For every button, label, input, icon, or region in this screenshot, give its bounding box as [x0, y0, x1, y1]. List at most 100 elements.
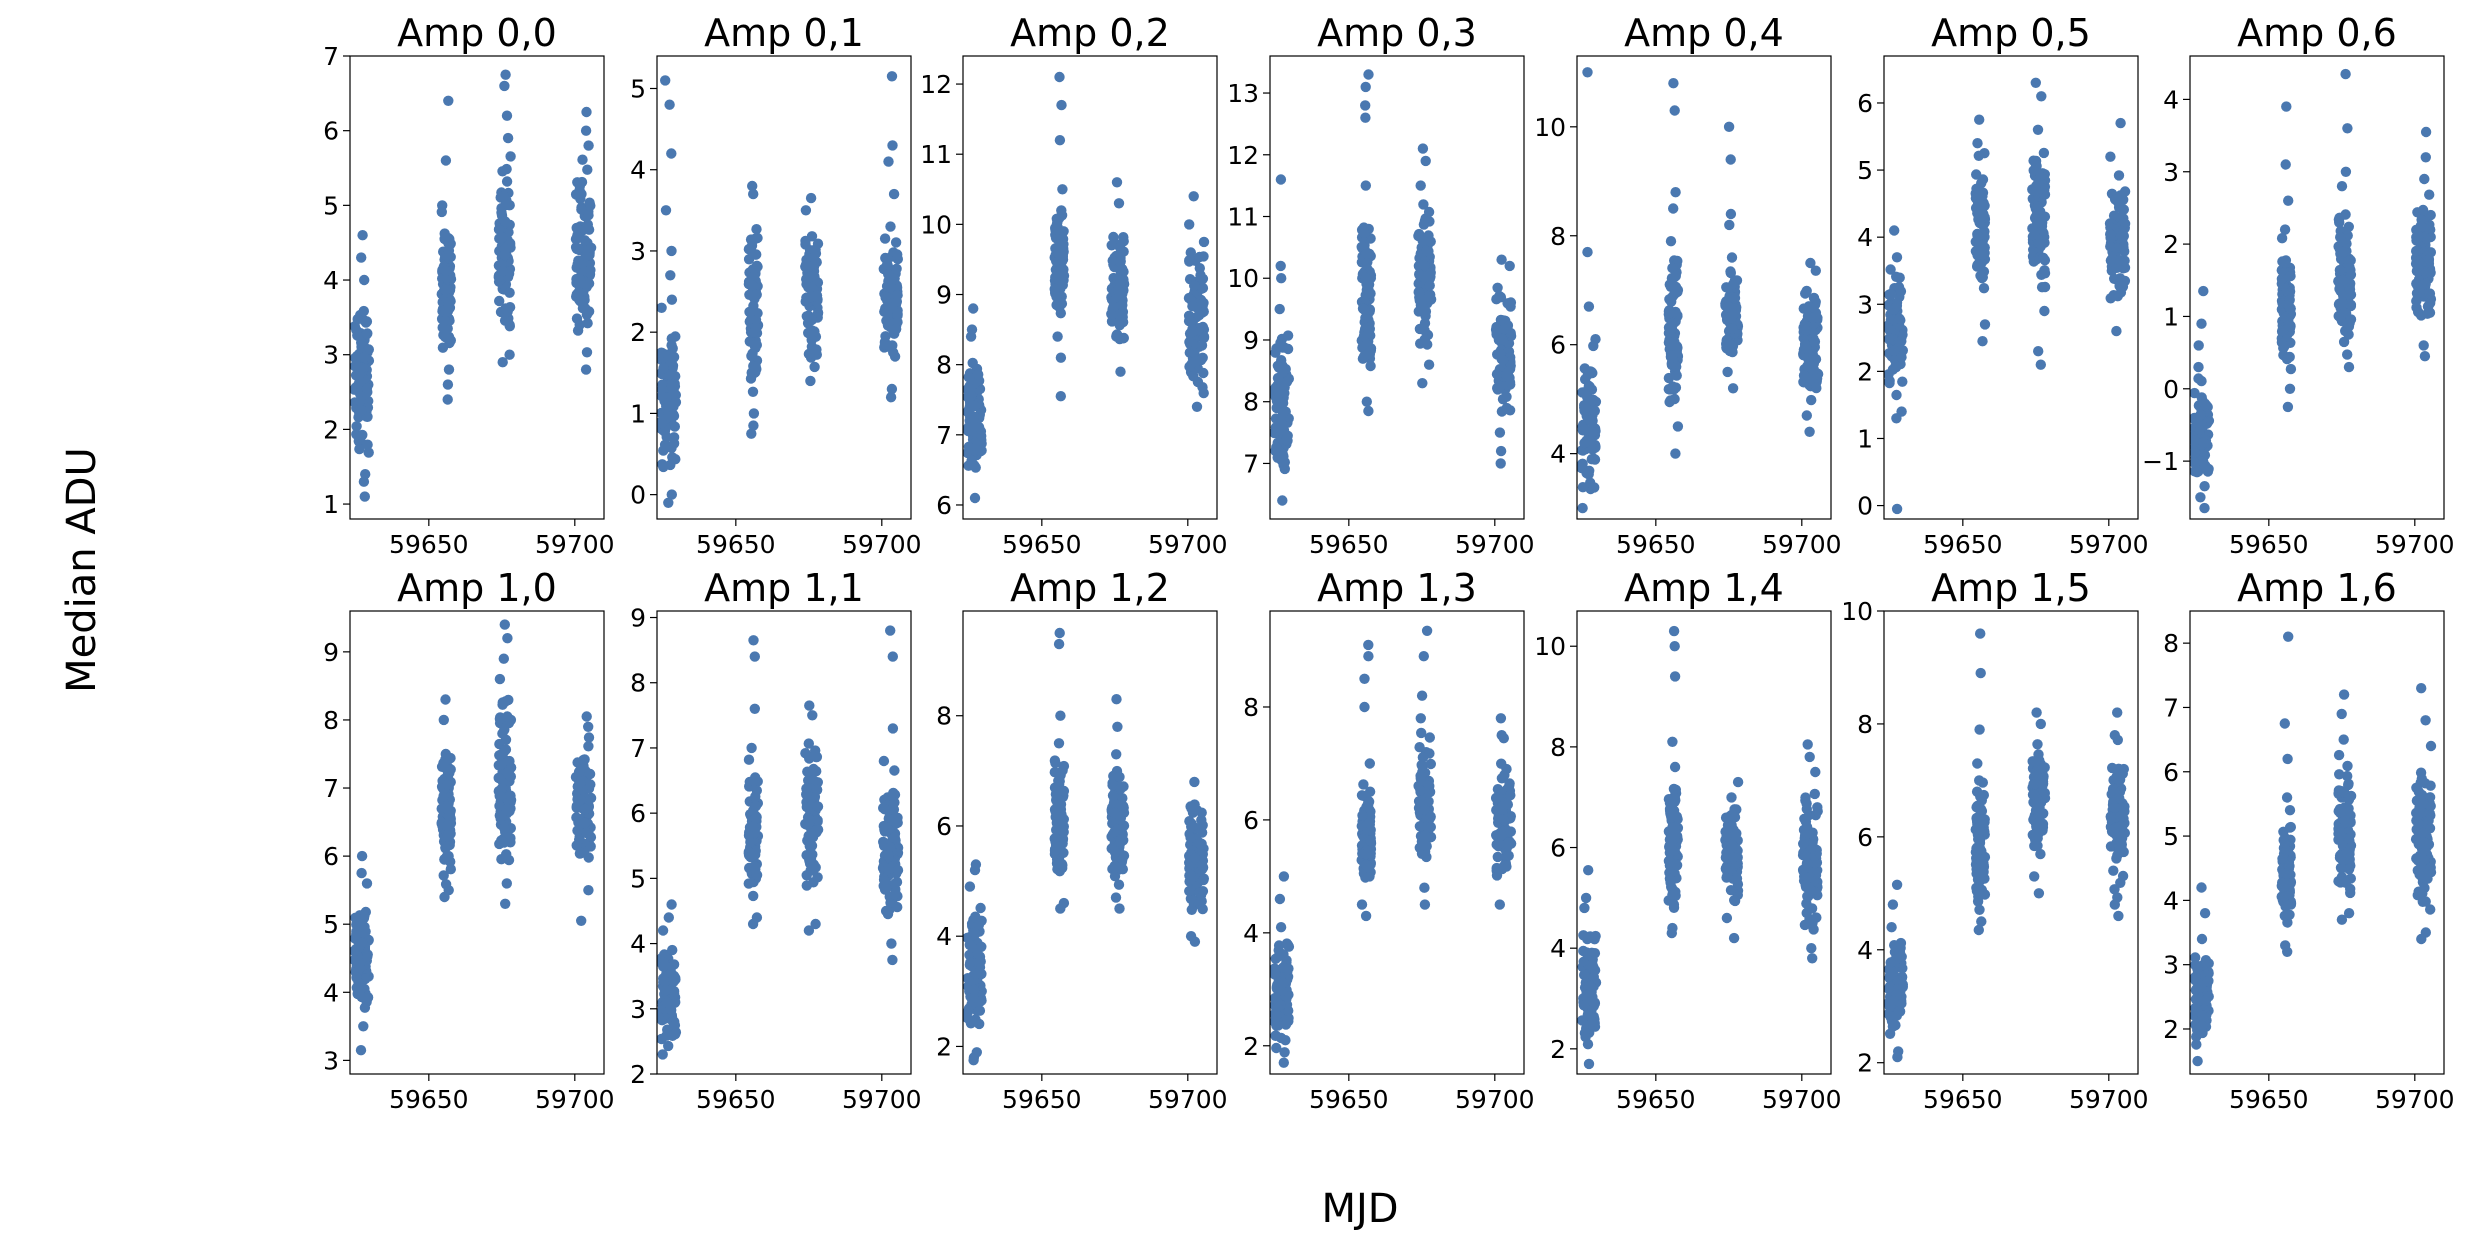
data-point: [1505, 826, 1517, 837]
data-point: [1115, 366, 1126, 377]
data-point: [1058, 270, 1070, 281]
data-point: [1976, 178, 1987, 189]
y-tick-label: 2: [936, 1032, 952, 1061]
data-point: [670, 1029, 681, 1040]
data-point: [1415, 785, 1426, 796]
data-point: [1492, 282, 1503, 293]
data-point: [1419, 882, 1430, 893]
data-point: [440, 843, 451, 854]
data-point: [658, 961, 669, 972]
data-point: [1498, 733, 1510, 744]
data-point: [750, 249, 761, 260]
data-point: [1497, 333, 1508, 345]
data-point: [1363, 279, 1375, 290]
y-tick-label: 10: [1534, 632, 1566, 661]
data-point: [1050, 273, 1062, 284]
data-point: [1114, 320, 1125, 331]
data-point: [577, 154, 588, 165]
data-point: [1587, 959, 1598, 970]
data-point: [1589, 948, 1601, 959]
data-point: [751, 289, 762, 300]
y-tick-label: 1: [323, 490, 339, 519]
data-point: [1579, 437, 1590, 449]
data-point: [494, 838, 505, 850]
data-point: [889, 878, 900, 890]
data-point: [1501, 370, 1512, 381]
data-point: [1810, 265, 1822, 276]
outlier-point: [665, 270, 676, 281]
outlier-point: [1802, 739, 1813, 750]
data-point: [496, 232, 508, 243]
data-point: [1725, 266, 1736, 277]
data-point: [1278, 451, 1289, 462]
outlier-point: [1891, 413, 1902, 424]
data-point: [1197, 282, 1209, 294]
data-point: [811, 344, 822, 355]
data-point: [888, 787, 899, 799]
data-point: [580, 250, 592, 262]
data-point: [1885, 969, 1896, 980]
data-point: [576, 188, 587, 200]
outlier-point: [502, 633, 513, 644]
data-point: [501, 849, 512, 860]
outlier-point: [356, 867, 367, 879]
x-tick-label: 59650: [1309, 530, 1389, 559]
data-point: [1271, 393, 1283, 404]
x-tick-label: 59650: [1616, 1085, 1696, 1114]
x-tick-label: 59700: [842, 530, 922, 559]
data-point: [2033, 177, 2044, 189]
data-point: [1496, 758, 1507, 769]
outlier-point: [1495, 713, 1507, 724]
data-point: [668, 986, 680, 997]
data-point: [1114, 862, 1126, 873]
data-point: [1111, 331, 1122, 342]
data-point: [1277, 495, 1288, 506]
data-point: [504, 349, 515, 360]
y-axis-label: Median ADU: [59, 447, 105, 693]
data-point: [1424, 280, 1435, 291]
panel-title: Amp 0,4: [1624, 11, 1784, 55]
data-point: [2342, 349, 2353, 360]
data-point: [1425, 812, 1436, 823]
data-point: [2414, 286, 2426, 297]
data-point: [583, 721, 594, 732]
data-point: [1978, 283, 1990, 294]
data-point: [362, 328, 373, 339]
data-point: [670, 397, 682, 408]
data-point: [2345, 314, 2357, 325]
data-point: [2343, 361, 2355, 373]
data-point: [1494, 347, 1506, 359]
data-point: [1723, 302, 1734, 313]
panel-title: Amp 1,5: [1931, 566, 2091, 610]
data-point: [804, 841, 815, 852]
y-tick-label: 1: [2163, 302, 2179, 331]
outlier-point: [1974, 724, 1985, 735]
data-point: [571, 313, 583, 324]
data-point: [965, 957, 976, 968]
data-point: [2028, 165, 2039, 176]
data-point: [1884, 333, 1895, 344]
data-point: [1359, 227, 1370, 239]
data-point: [1416, 727, 1427, 739]
data-point: [1270, 347, 1281, 358]
data-point: [670, 331, 681, 342]
data-point: [964, 881, 976, 892]
y-tick-label: 8: [1550, 733, 1566, 762]
data-point: [2105, 229, 2116, 240]
data-point: [361, 878, 373, 889]
data-point: [1667, 262, 1678, 274]
data-point: [437, 342, 449, 353]
outlier-point: [1275, 260, 1286, 272]
outlier-point: [1054, 627, 1065, 639]
data-point: [1414, 821, 1426, 832]
outlier-point: [1724, 219, 1735, 231]
data-point: [806, 334, 817, 346]
data-point: [361, 382, 373, 394]
outlier-point: [1055, 710, 1066, 721]
outlier-point: [1111, 177, 1123, 188]
data-point: [748, 890, 759, 902]
data-point: [2336, 181, 2348, 192]
data-point: [1414, 742, 1425, 753]
data-point: [2029, 789, 2040, 800]
